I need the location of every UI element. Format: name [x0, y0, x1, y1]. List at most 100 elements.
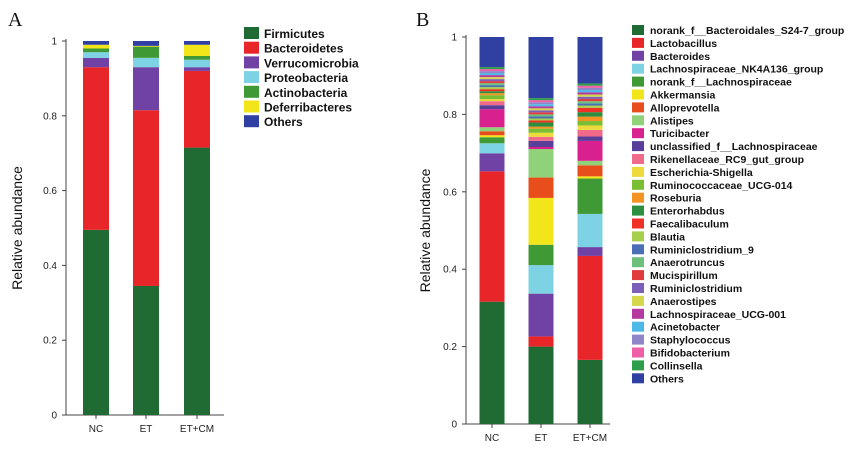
- panel-b-bar-nc-escherichia-shigella: [479, 99, 505, 102]
- panel-b-legend-label-lachnospiraceae-ucg-001: Lachnospiraceae_UCG-001: [650, 309, 786, 321]
- panel-a-bar-nc-deferribacteres: [83, 44, 109, 49]
- panel-b-bar-nc-anaerotruncus: [479, 83, 505, 86]
- panel-b-y-axis-label: Relative abundance: [417, 168, 433, 292]
- panel-a-bar-et-cm-deferribacteres: [184, 44, 210, 56]
- panel-b-legend-label-mucispirillum: Mucispirillum: [650, 270, 718, 282]
- panel-a-bar-et-bacteroidetes: [133, 110, 159, 286]
- panel-b-bar-nc-blautia: [479, 87, 505, 90]
- panel-b-legend-swatch-ruminiclostridium-9: [632, 244, 644, 255]
- panel-b-bar-et-cm-unclassified-f-lachnospiraceae: [577, 136, 603, 141]
- panel-a-legend-swatch-proteobacteria: [244, 71, 259, 84]
- panel-b-bar-et-rikenellaceae-rc9-gut-group: [528, 136, 554, 141]
- panel-b-bar-et-lactobacillus: [528, 336, 554, 347]
- panel-b-bar-et-cm-anaerotruncus: [577, 101, 603, 104]
- panel-b-bar-et-cm-staphylococcus: [577, 87, 603, 91]
- panel-b-legend-label-alistipes: Alistipes: [650, 115, 694, 127]
- panel-b-bar-nc-mucispirillum: [479, 81, 505, 84]
- panel-b-legend-swatch-collinsella: [632, 360, 644, 371]
- panel-b-bar-et-faecalibaculum: [528, 120, 554, 123]
- panel-b-legend-swatch-lachnospiraceae-ucg-001: [632, 308, 644, 319]
- panel-b-legend-label-anaerostipes: Anaerostipes: [650, 296, 717, 308]
- panel-b-bar-et-cm-roseburia: [577, 116, 603, 122]
- panel-b-letter: B: [416, 9, 429, 31]
- panel-b-bar-et-cm-ruminiclostridium: [577, 96, 603, 99]
- panel-a-x-tick-label: ET: [140, 424, 153, 435]
- panel-b-bar-nc-others: [479, 37, 505, 68]
- panel-b-bar-et-anaerotruncus: [528, 114, 554, 117]
- panel-b-legend-label-turicibacter: Turicibacter: [650, 128, 709, 140]
- panel-b-bar-et-enterorhabdus: [528, 122, 554, 127]
- panel-b-legend-label-anaerotruncus: Anaerotruncus: [650, 257, 725, 269]
- panel-b-bar-et-unclassified-f-lachnospiraceae: [528, 140, 554, 147]
- panel-b-legend-swatch-lactobacillus: [632, 37, 644, 48]
- panel-b-bar-nc-norank-f-bacteroidales-s24-7-group: [479, 301, 505, 424]
- panel-b-bar-et-norank-f-bacteroidales-s24-7-group: [528, 346, 554, 424]
- panel-b-legend-swatch-alistipes: [632, 115, 644, 126]
- panel-a-legend-swatch-bacteroidetes: [244, 41, 259, 54]
- panel-a-bar-et-cm-others: [184, 41, 210, 45]
- panel-a-bar-nc-actinobacteria: [83, 48, 109, 53]
- panel-a-legend-swatch-firmicutes: [244, 27, 259, 39]
- panel-a-legend-swatch-others: [244, 115, 259, 128]
- panel-a-bar-et-firmicutes: [133, 285, 159, 415]
- panel-b-bar-nc-lachnospiraceae-ucg-001: [479, 75, 505, 78]
- panel-b-bar-nc-ruminiclostridium-9: [479, 85, 505, 88]
- panel-b-legend-label-akkermansia: Akkermansia: [650, 90, 716, 102]
- panel-a-bar-et-others: [133, 41, 159, 46]
- panel-b-y-tick-label: 1: [451, 33, 457, 44]
- panel-a-y-tick-label: 0: [51, 411, 57, 422]
- panel-a-x-tick-label: NC: [89, 424, 103, 435]
- panel-b-legend-swatch-lachnospiraceae-nk4a136-group: [632, 63, 644, 74]
- panel-b-bar-nc-acinetobacter: [479, 73, 505, 76]
- panel-b-bar-et-bifidobacterium: [528, 100, 554, 103]
- panel-b-legend-label-bacteroides: Bacteroides: [650, 51, 710, 63]
- panel-b-bar-et-mucispirillum: [528, 112, 554, 115]
- panel-b-bar-nc-bifidobacterium: [479, 69, 505, 72]
- panel-b-y-tick-label: 0.6: [443, 187, 457, 198]
- panel-a-y-axis-label: Relative abundance: [9, 166, 25, 290]
- panel-b-bar-nc-faecalibaculum: [479, 89, 505, 92]
- panel-b-bar-et-cm-enterorhabdus: [577, 112, 603, 117]
- panel-a-bar-et-proteobacteria: [133, 57, 159, 68]
- panel-b-bar-et-cm-collinsella: [577, 83, 603, 86]
- panel-b-legend-swatch-ruminococcaceae-ucg-014: [632, 179, 644, 190]
- panel-b-bar-nc-rikenellaceae-rc9-gut-group: [479, 101, 505, 106]
- panel-b-legend-label-bifidobacterium: Bifidobacterium: [650, 348, 730, 360]
- panel-a-legend-label-bacteroidetes: Bacteroidetes: [264, 42, 344, 56]
- panel-b-legend-label-roseburia: Roseburia: [650, 193, 702, 205]
- panel-b-legend-swatch-mucispirillum: [632, 270, 644, 281]
- panel-b-bar-et-others: [528, 37, 554, 99]
- panel-b-legend-label-rikenellaceae-rc9-gut-group: Rikenellaceae_RC9_gut_group: [650, 154, 804, 166]
- panel-b-y-tick-label: 0.8: [443, 110, 457, 121]
- panel-b-bar-et-blautia: [528, 118, 554, 121]
- panel-b-legend-swatch-norank-f-lachnospiraceae: [632, 76, 644, 87]
- panel-a-bar-et-cm-bacteroidetes: [184, 70, 210, 148]
- panel-b-bar-et-cm-turicibacter: [577, 140, 603, 161]
- panel-a-chart: 0 0.2 0.4 0.6 0.8 1 Relative abundance NC ET ET+C…: [9, 27, 359, 435]
- panel-a-legend-label-verrucomicrobia: Verrucomicrobia: [264, 56, 359, 70]
- panel-a-y-tick-label: 0.4: [43, 261, 57, 272]
- panel-b-x-tick-label: NC: [485, 433, 499, 444]
- panel-b-legend-swatch-alloprevotella: [632, 102, 644, 113]
- panel-a-bar-nc-firmicutes: [83, 229, 109, 415]
- panel-b-legend-swatch-turicibacter: [632, 128, 644, 139]
- panel-b-bar-et-staphylococcus: [528, 102, 554, 105]
- panel-a-y-tick-label: 0.6: [43, 186, 57, 197]
- panel-b-bar-et-anaerostipes: [528, 108, 554, 111]
- panel-b-legend-label-norank-f-bacteroidales-s24-7-group: norank_f__Bacteroidales_S24-7_group: [650, 25, 844, 37]
- panel-b-legend-swatch-escherichia-shigella: [632, 166, 644, 177]
- panel-b-bar-et-cm-alistipes: [577, 160, 603, 166]
- panel-b-x-tick-label: ET+CM: [573, 433, 607, 444]
- panel-b-legend-swatch-blautia: [632, 231, 644, 242]
- panel-b-legend-label-norank-f-lachnospiraceae: norank_f__Lachnospiraceae: [650, 77, 792, 89]
- panel-a-bar-et-cm-verrucomicrobia: [184, 67, 210, 71]
- panel-b-bar-et-bacteroides: [528, 293, 554, 337]
- panel-a-x-tick-label: ET+CM: [180, 424, 214, 435]
- panel-b-bar-et-cm-akkermansia: [577, 176, 603, 179]
- panel-a-bar-et-verrucomicrobia: [133, 67, 159, 111]
- panel-b-bar-et-cm-ruminococcaceae-ucg-014: [577, 121, 603, 126]
- panel-b-legend-label-ruminiclostridium: Ruminiclostridium: [650, 283, 742, 295]
- panel-b-bar-et-cm-acinetobacter: [577, 90, 603, 93]
- panel-b-bar-nc-unclassified-f-lachnospiraceae: [479, 105, 505, 110]
